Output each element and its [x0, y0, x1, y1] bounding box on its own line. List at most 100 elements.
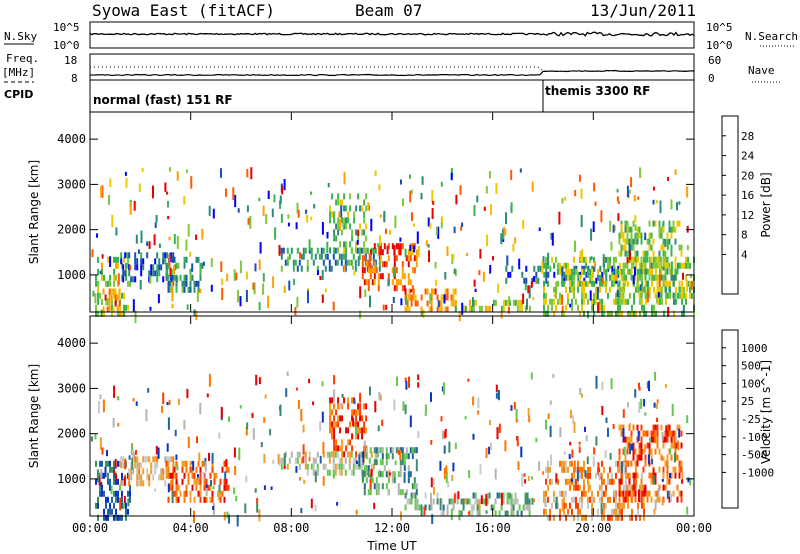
echo-cell — [142, 264, 145, 271]
echo-cell — [565, 262, 567, 269]
echo-cell — [211, 466, 214, 473]
echo-cell — [332, 474, 335, 479]
echo-cell — [531, 277, 534, 284]
echo-cell — [279, 195, 282, 204]
echo-cell — [129, 484, 131, 491]
echo-cell — [329, 205, 332, 212]
echo-cell — [670, 430, 673, 437]
echo-cell — [632, 262, 635, 269]
echo-cell — [432, 288, 435, 295]
echo-cell — [573, 514, 575, 521]
echo-cell — [100, 186, 103, 198]
echo-cell — [656, 436, 659, 443]
echo-cell — [452, 294, 455, 301]
echo-cell — [622, 232, 625, 243]
echo-cell — [601, 478, 603, 485]
echo-cell — [642, 286, 645, 293]
echo-cell — [453, 226, 456, 234]
echo-cell — [337, 415, 340, 422]
echo-cell — [284, 259, 287, 266]
echo-cell — [644, 280, 647, 287]
echo-cell — [125, 514, 127, 521]
echo-cell — [633, 478, 635, 485]
echo-cell — [505, 212, 507, 224]
echo-cell — [624, 274, 627, 281]
echo-cell — [643, 256, 645, 263]
echo-cell — [112, 418, 115, 428]
echo-cell — [340, 205, 343, 218]
echo-cell — [625, 298, 627, 305]
echo-cell — [642, 496, 645, 503]
echo-cell — [634, 274, 637, 281]
echo-cell — [361, 267, 364, 274]
echo-cell — [609, 286, 611, 293]
echo-cell — [397, 279, 400, 286]
echo-cell — [668, 292, 671, 299]
echo-cell — [134, 252, 137, 259]
echo-cell — [249, 216, 252, 229]
echo-cell — [670, 472, 673, 479]
echo-cell — [111, 310, 113, 317]
echo-cell — [363, 199, 366, 206]
echo-cell — [585, 435, 588, 442]
echo-cell — [349, 421, 352, 428]
echo-cell — [631, 304, 633, 311]
echo-cell — [549, 298, 551, 305]
echo-cell — [209, 472, 212, 479]
echo-cell — [167, 483, 170, 493]
echo-cell — [682, 272, 684, 280]
echo-cell — [601, 472, 603, 479]
echo-cell — [553, 271, 556, 278]
echo-cell — [678, 244, 681, 251]
echo-cell — [400, 298, 403, 306]
echo-cell — [650, 430, 653, 437]
echo-cell — [637, 430, 640, 442]
echo-cell — [654, 262, 657, 269]
echo-cell — [563, 460, 565, 467]
echo-cell — [420, 504, 423, 511]
echo-cell — [349, 223, 352, 230]
echo-cell — [396, 376, 398, 386]
echo-cell — [448, 441, 451, 453]
echo-cell — [152, 185, 154, 199]
echo-cell — [347, 397, 350, 404]
echo-cell — [630, 430, 633, 437]
echo-cell — [176, 171, 179, 181]
echo-cell — [117, 490, 119, 497]
echo-cell — [220, 261, 223, 272]
echo-cell — [109, 256, 112, 267]
echo-cell — [395, 447, 398, 454]
echo-cell — [506, 510, 509, 517]
echo-cell — [447, 481, 450, 488]
echo-cell — [108, 306, 111, 313]
echo-cell — [161, 405, 164, 414]
echo-cell — [646, 268, 649, 275]
echo-cell — [329, 403, 332, 410]
echo-cell — [585, 256, 587, 263]
echo-cell — [640, 292, 643, 299]
echo-cell — [534, 278, 537, 283]
echo-cell — [595, 436, 598, 446]
echo-cell — [121, 310, 123, 317]
echo-cell — [172, 468, 175, 475]
echo-cell — [359, 392, 362, 402]
echo-cell — [121, 490, 123, 497]
echo-cell — [581, 292, 583, 299]
echo-cell — [377, 447, 380, 454]
echo-cell — [474, 299, 477, 306]
echo-cell — [446, 510, 449, 517]
echo-cell — [113, 470, 116, 475]
echo-cell — [173, 265, 176, 275]
echo-cell — [662, 266, 665, 271]
echo-cell — [383, 261, 386, 268]
echo-cell — [363, 440, 366, 447]
echo-cell — [672, 442, 675, 449]
echo-cell — [314, 471, 317, 483]
echo-cell — [343, 247, 346, 254]
echo-cell — [331, 397, 334, 404]
echo-cell — [369, 273, 372, 280]
echo-cell — [113, 385, 116, 398]
echo-cell — [394, 215, 397, 229]
echo-cell — [567, 274, 569, 281]
